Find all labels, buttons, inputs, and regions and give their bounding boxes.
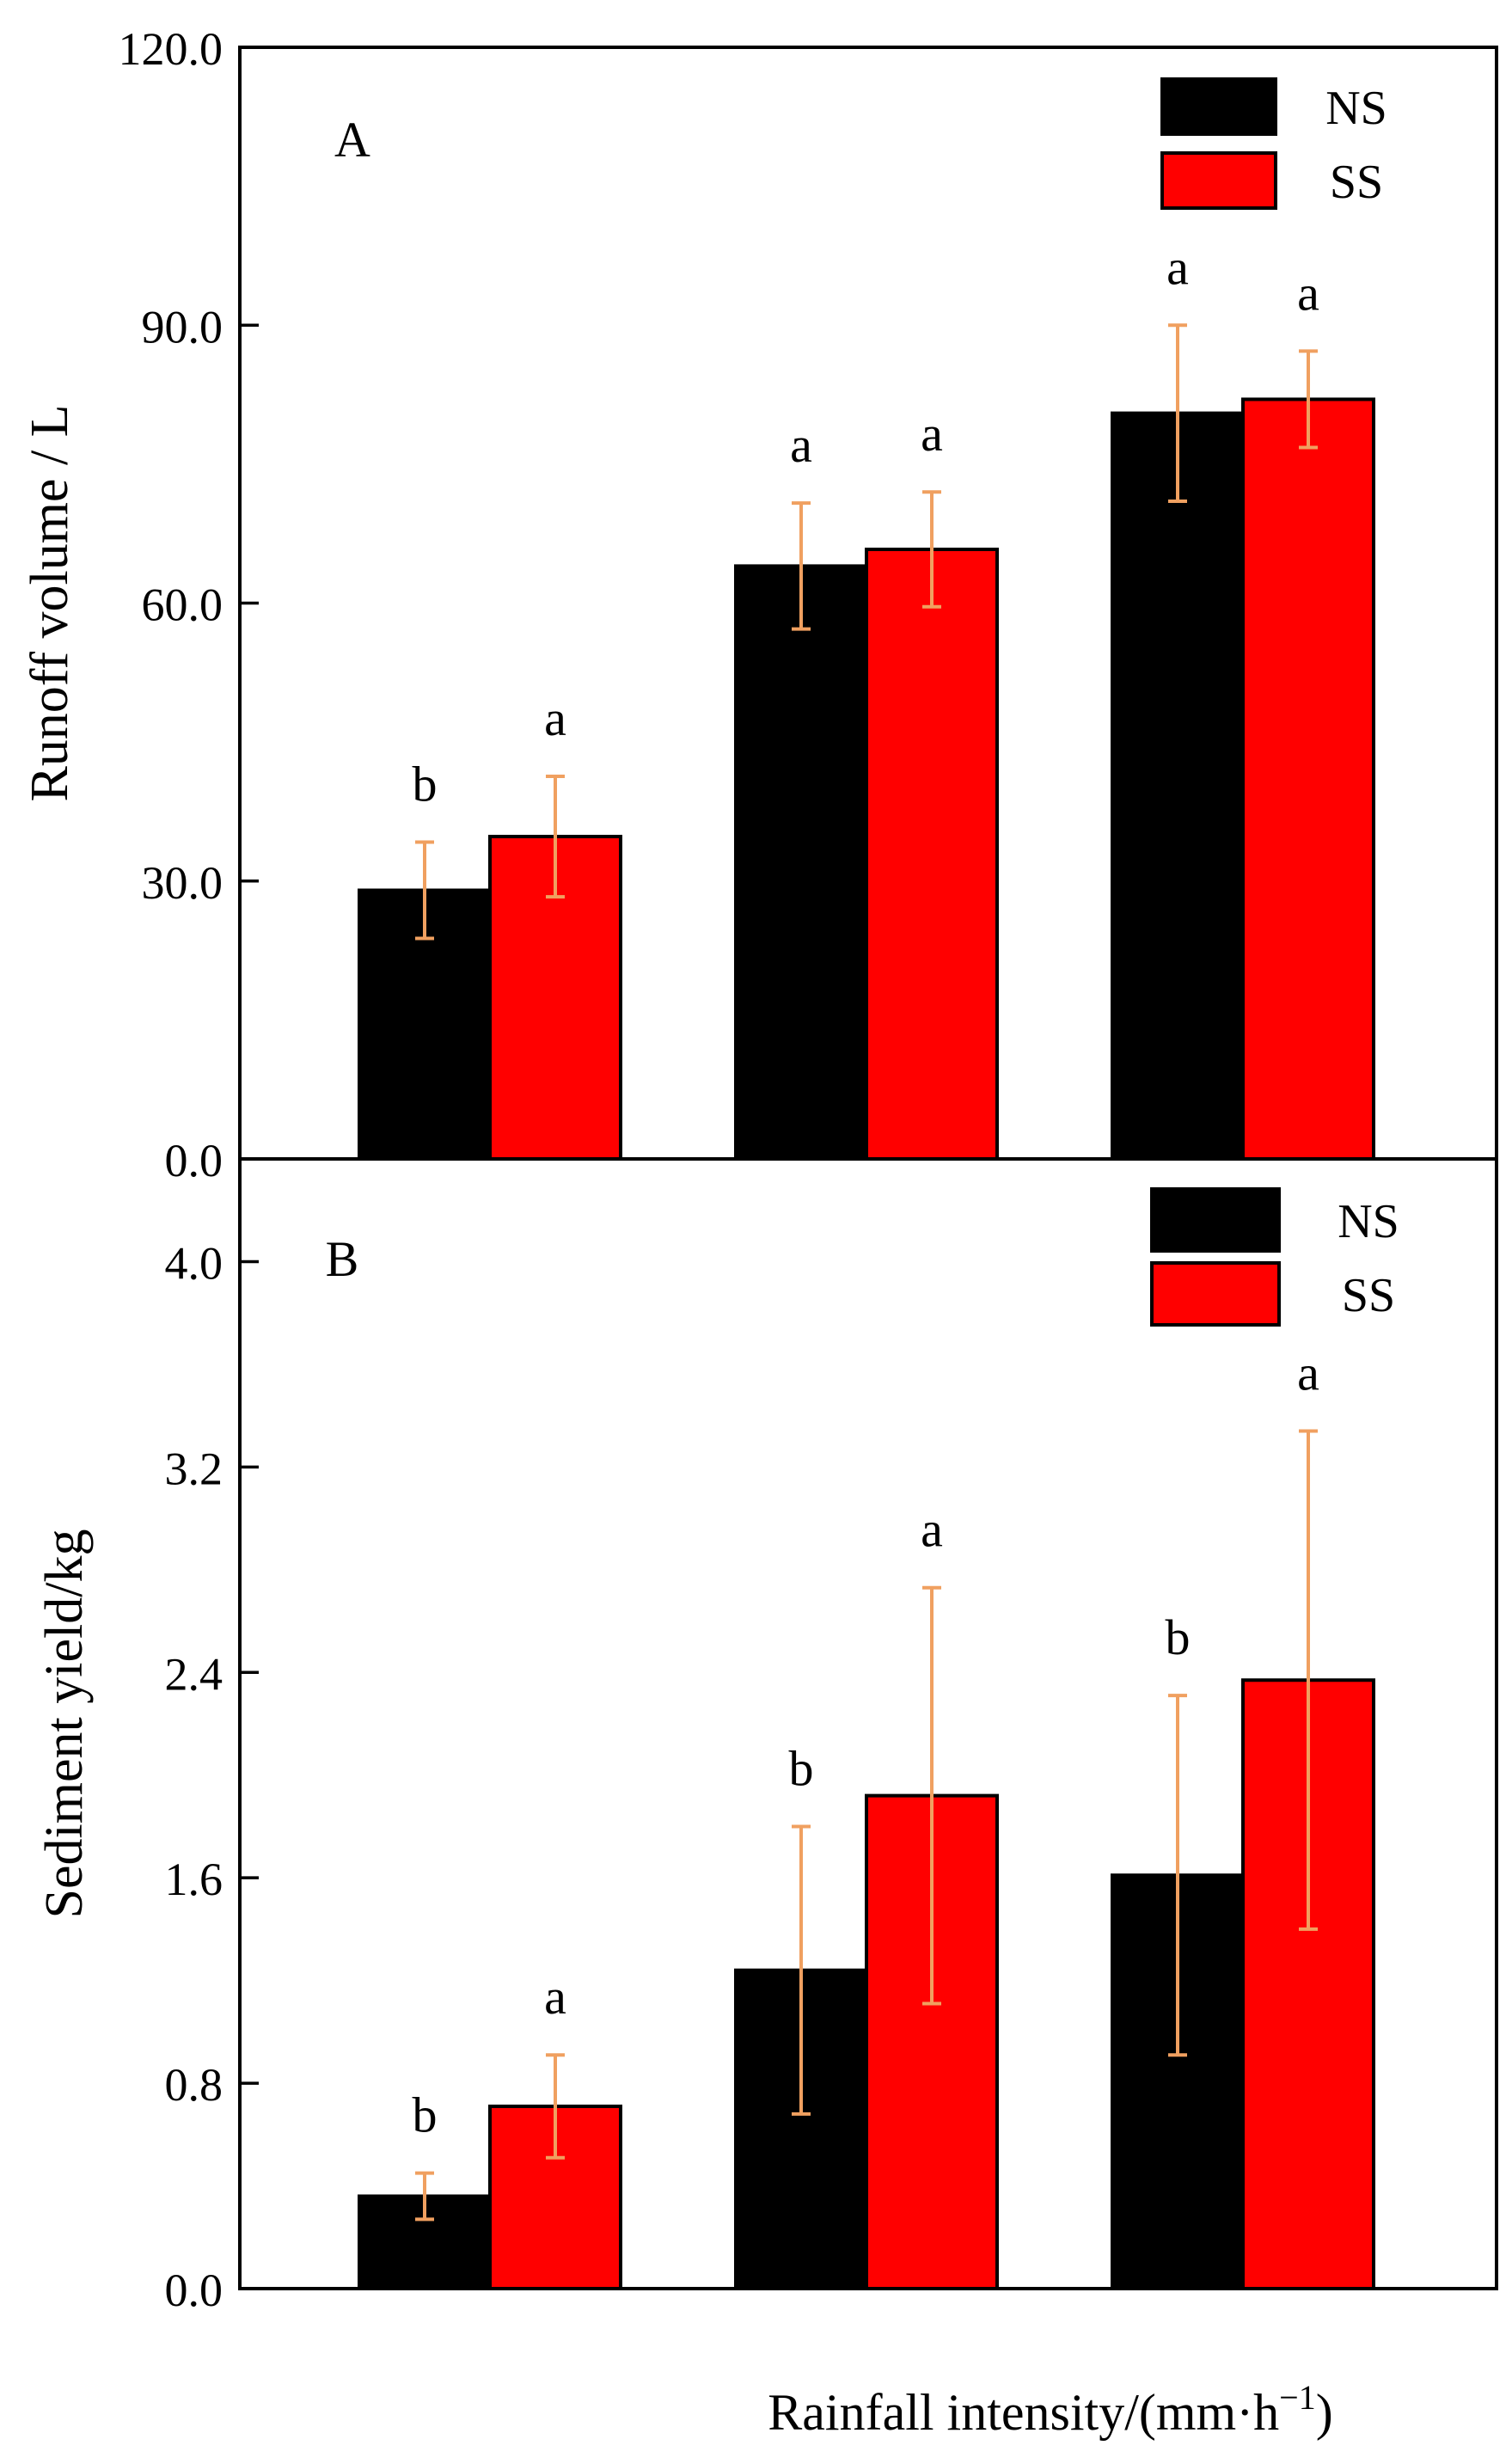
- legend-swatch-ns: [1160, 77, 1277, 136]
- y-tick-label: 60.0: [142, 579, 223, 631]
- significance-letter: a: [921, 1502, 943, 1558]
- significance-letter: a: [1297, 265, 1319, 321]
- legend-swatch-ss: [1150, 1261, 1281, 1327]
- y-tick-label: 0.8: [165, 2059, 223, 2111]
- y-tick-label: 0.0: [165, 2265, 223, 2316]
- panel-b: 0.0 0.8 1.6 2.4 3.2 4.0 Sediment yield/kg Bb b b a…: [35, 1157, 1498, 2316]
- bar-ss: [865, 548, 999, 1161]
- legend-label-ns: NS: [1338, 1195, 1399, 1248]
- significance-letter: a: [790, 417, 812, 473]
- legend-label-ss: SS: [1342, 1269, 1395, 1322]
- y-axis-label: Runoff volume / L: [21, 404, 79, 801]
- bar-ns: [1111, 411, 1245, 1161]
- significance-letter: a: [544, 690, 566, 746]
- y-tick-label: 1.6: [165, 1854, 223, 1905]
- y-tick-label: 3.2: [165, 1443, 223, 1494]
- significance-letter: a: [1297, 1345, 1319, 1401]
- x-axis-label-main: Rainfall intensity/(mm·h: [768, 2384, 1279, 2441]
- y-tick-label: 90.0: [142, 301, 223, 352]
- bar-ss: [1241, 397, 1375, 1161]
- significance-letter: b: [413, 756, 438, 812]
- panel-a: 0.0 30.0 60.0 90.0 120.0 Runoff volume / L Ab a…: [21, 23, 1498, 1186]
- x-axis-label-close: ): [1316, 2384, 1333, 2441]
- significance-letter: a: [544, 1969, 566, 2025]
- legend-swatch-ss: [1160, 151, 1277, 210]
- significance-letter: b: [789, 1740, 814, 1796]
- y-tick-label: 4.0: [165, 1237, 223, 1289]
- y-tick-label: 0.0: [165, 1135, 223, 1186]
- y-tick-label: 2.4: [165, 1648, 223, 1700]
- significance-letter: b: [1166, 1609, 1191, 1665]
- significance-letter: a: [1166, 239, 1189, 295]
- significance-letter: b: [413, 2087, 438, 2143]
- panel-label: B: [326, 1231, 359, 1287]
- x-axis-label: Rainfall intensity/(mm·h−1): [768, 2378, 1332, 2441]
- y-axis-label: Sediment yield/kg: [35, 1529, 94, 1919]
- y-tick-label: 30.0: [142, 857, 223, 909]
- bar-ns: [734, 564, 868, 1161]
- significance-letter: a: [921, 406, 943, 462]
- panel-label: A: [334, 112, 370, 168]
- legend-label-ns: NS: [1325, 82, 1387, 135]
- legend-label-ss: SS: [1330, 156, 1383, 209]
- legend-swatch-ns: [1150, 1187, 1281, 1253]
- y-tick-label: 120.0: [119, 23, 223, 75]
- x-axis-label-sup: −1: [1279, 2378, 1316, 2417]
